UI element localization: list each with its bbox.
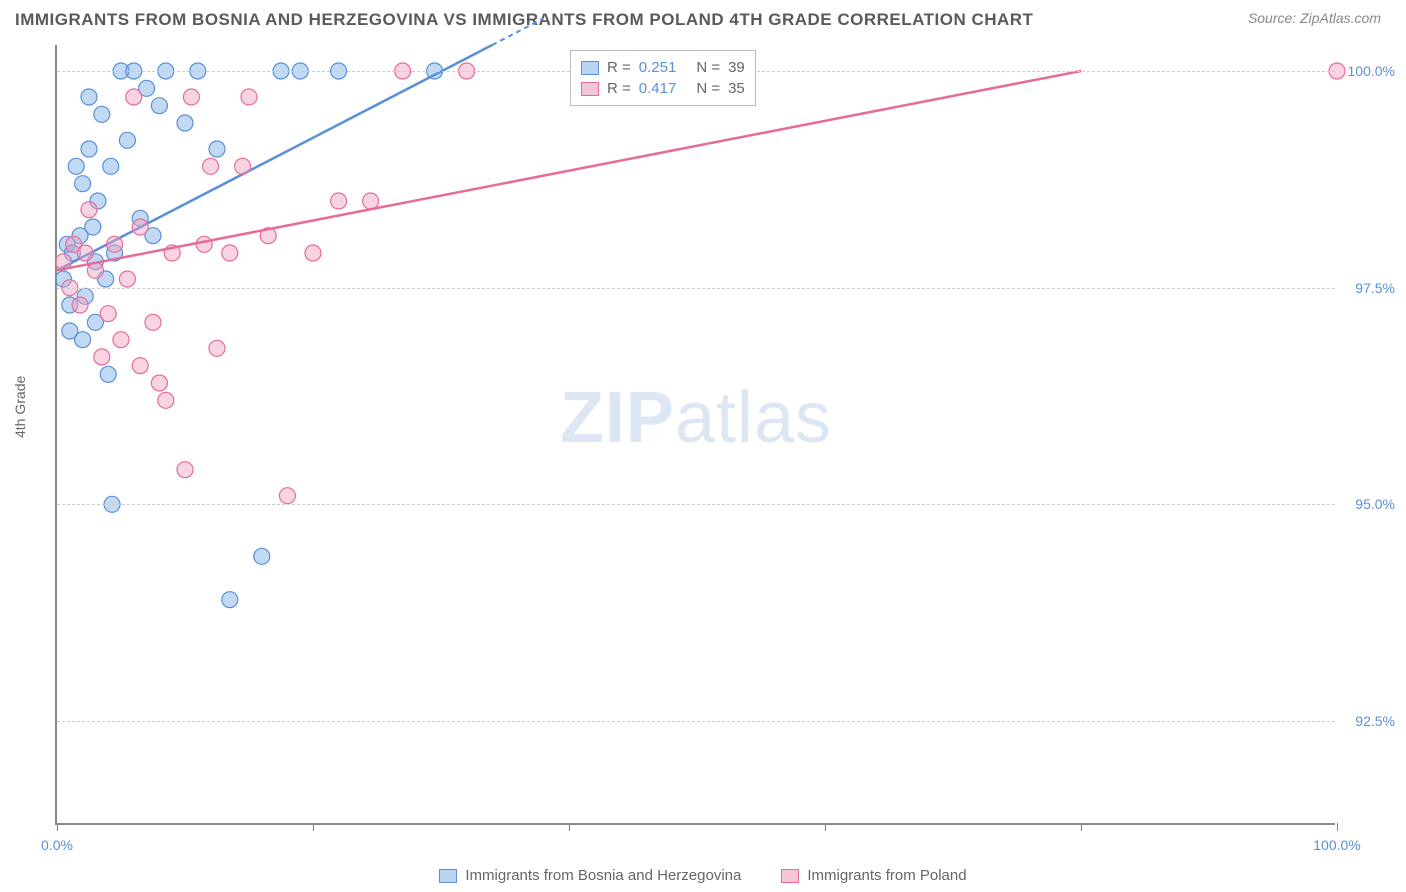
grid-line (57, 721, 1335, 722)
x-tick (313, 823, 314, 831)
scatter-point (183, 89, 199, 105)
legend-swatch (439, 869, 457, 883)
scatter-point (81, 141, 97, 157)
y-tick-label: 97.5% (1340, 280, 1395, 296)
source-label: Source: ZipAtlas.com (1248, 10, 1381, 26)
scatter-point (113, 332, 129, 348)
legend-swatch (581, 61, 599, 75)
scatter-point (100, 306, 116, 322)
scatter-point (85, 219, 101, 235)
r-value: 0.417 (639, 80, 677, 97)
legend-stats: R = 0.251 N = 39 R = 0.417 N = 35 (570, 50, 756, 106)
scatter-point (145, 314, 161, 330)
scatter-point (151, 375, 167, 391)
x-tick-label: 0.0% (41, 837, 73, 853)
x-tick (1081, 823, 1082, 831)
scatter-point (94, 106, 110, 122)
scatter-point (363, 193, 379, 209)
scatter-point (222, 592, 238, 608)
chart-container: IMMIGRANTS FROM BOSNIA AND HERZEGOVINA V… (0, 0, 1406, 892)
scatter-point (203, 158, 219, 174)
x-tick (1337, 823, 1338, 831)
scatter-point (222, 245, 238, 261)
scatter-point (94, 349, 110, 365)
bottom-legend-item: Immigrants from Bosnia and Herzegovina (439, 867, 741, 884)
scatter-point (132, 219, 148, 235)
y-tick-label: 95.0% (1340, 496, 1395, 512)
grid-line (57, 504, 1335, 505)
scatter-point (100, 366, 116, 382)
scatter-point (126, 89, 142, 105)
r-label: R = (607, 80, 631, 97)
n-label: N = (696, 80, 720, 97)
legend-label: Immigrants from Poland (807, 867, 966, 884)
scatter-point (209, 340, 225, 356)
scatter-point (68, 158, 84, 174)
scatter-point (81, 89, 97, 105)
scatter-point (241, 89, 257, 105)
scatter-point (119, 271, 135, 287)
scatter-point (77, 245, 93, 261)
scatter-point (209, 141, 225, 157)
n-label: N = (696, 59, 720, 76)
plot-area: ZIPatlas 92.5%95.0%97.5%100.0%0.0%100.0% (55, 45, 1335, 825)
scatter-point (305, 245, 321, 261)
scatter-point (132, 358, 148, 374)
scatter-point (177, 462, 193, 478)
scatter-point (75, 332, 91, 348)
y-tick-label: 100.0% (1340, 63, 1395, 79)
scatter-point (177, 115, 193, 131)
x-tick (825, 823, 826, 831)
scatter-point (72, 297, 88, 313)
x-tick-label: 100.0% (1313, 837, 1360, 853)
legend-swatch (781, 869, 799, 883)
y-tick-label: 92.5% (1340, 713, 1395, 729)
legend-stats-row: R = 0.251 N = 39 (581, 57, 745, 78)
y-axis-label: 4th Grade (12, 376, 28, 438)
scatter-point (196, 236, 212, 252)
n-value: 39 (728, 59, 745, 76)
legend-stats-row: R = 0.417 N = 35 (581, 78, 745, 99)
scatter-point (81, 202, 97, 218)
grid-line (57, 288, 1335, 289)
bottom-legend: Immigrants from Bosnia and Herzegovina Im… (0, 867, 1406, 884)
scatter-point (103, 158, 119, 174)
scatter-point (235, 158, 251, 174)
scatter-point (151, 98, 167, 114)
scatter-point (254, 548, 270, 564)
scatter-point (331, 193, 347, 209)
r-value: 0.251 (639, 59, 677, 76)
n-value: 35 (728, 80, 745, 97)
plot-svg (57, 45, 1335, 823)
scatter-point (75, 176, 91, 192)
legend-swatch (581, 82, 599, 96)
legend-label: Immigrants from Bosnia and Herzegovina (465, 867, 741, 884)
scatter-point (107, 236, 123, 252)
x-tick (57, 823, 58, 831)
x-tick (569, 823, 570, 831)
r-label: R = (607, 59, 631, 76)
scatter-point (158, 392, 174, 408)
chart-title: IMMIGRANTS FROM BOSNIA AND HERZEGOVINA V… (15, 10, 1033, 30)
scatter-point (119, 132, 135, 148)
scatter-point (279, 488, 295, 504)
bottom-legend-item: Immigrants from Poland (781, 867, 966, 884)
